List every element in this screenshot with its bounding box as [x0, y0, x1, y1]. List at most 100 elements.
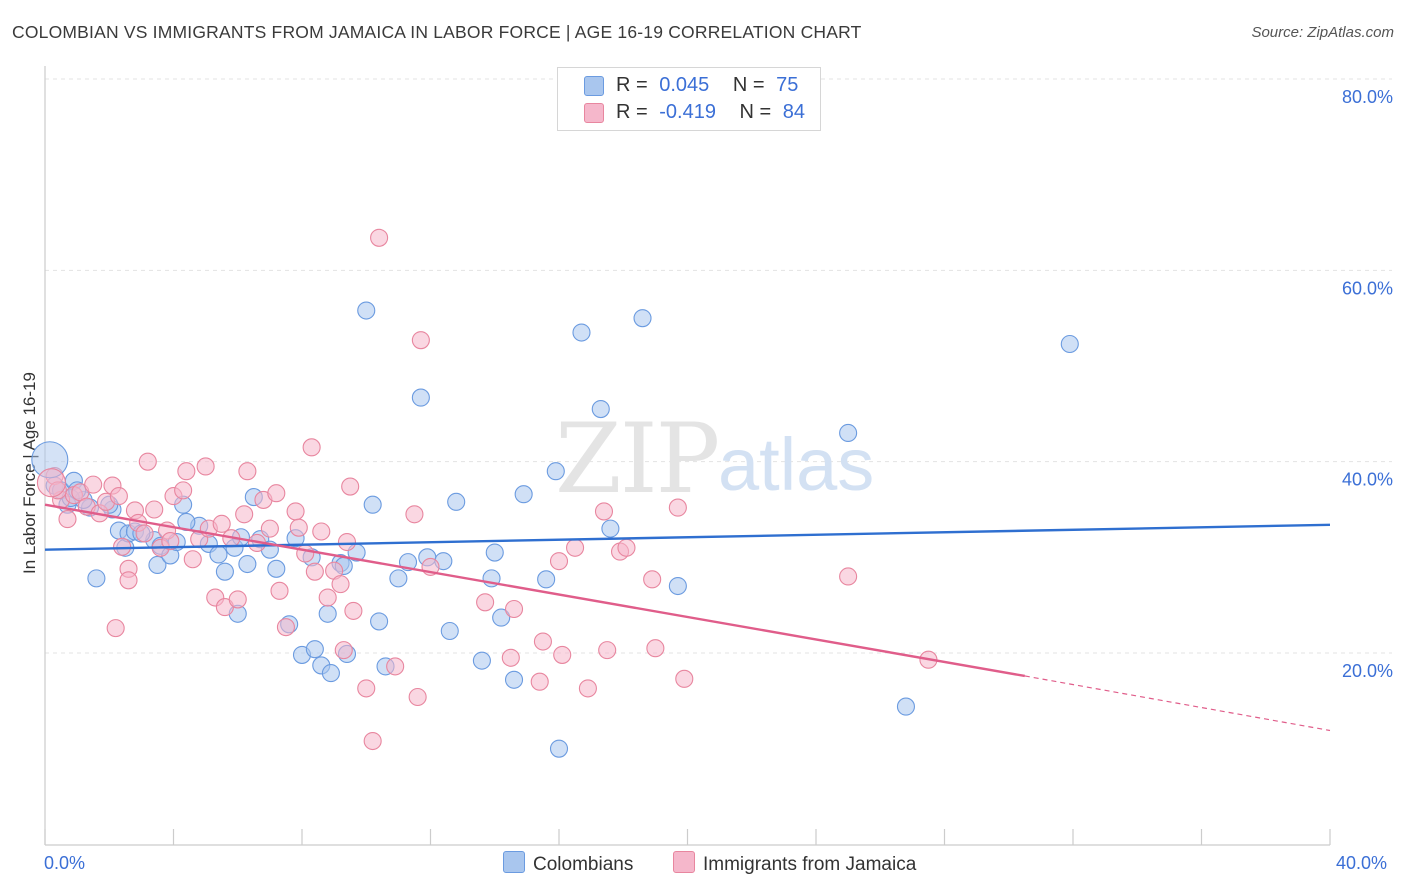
data-point [601, 519, 620, 538]
legend-swatch-blue [584, 76, 604, 96]
data-point [646, 639, 665, 658]
data-point [617, 538, 636, 557]
data-point [549, 739, 569, 758]
data-point [668, 498, 687, 517]
data-point [839, 567, 858, 586]
data-point [533, 632, 552, 651]
data-point [135, 524, 154, 543]
series-jamaica [45, 228, 938, 751]
data-point [238, 462, 257, 481]
data-point [119, 571, 138, 590]
data-point [58, 510, 77, 529]
y-tick-label: 20.0% [1342, 661, 1393, 681]
data-point [270, 581, 289, 600]
data-point [405, 505, 424, 524]
bottom-legend-label: Colombians [533, 854, 634, 875]
x-tick-label-max: 40.0% [1336, 853, 1388, 873]
data-point [440, 621, 459, 641]
legend-r-label: R = [616, 74, 648, 96]
x-tick-label-min: 0.0% [44, 853, 86, 873]
data-point [896, 697, 916, 716]
data-point [504, 599, 524, 619]
data-point [177, 462, 196, 481]
data-point [321, 664, 340, 683]
data-point [411, 331, 430, 350]
series-layer [31, 228, 1079, 758]
data-point [183, 550, 202, 569]
data-point [286, 502, 305, 521]
data-point [553, 645, 572, 664]
watermark-zip: ZIP [555, 403, 718, 515]
legend-r-label: R = [616, 101, 648, 123]
trend-line-jamaica [44, 503, 1026, 678]
data-point [370, 612, 389, 631]
data-point [546, 462, 565, 481]
data-point [411, 388, 430, 407]
data-point [84, 475, 103, 494]
data-point [276, 618, 295, 637]
data-point [408, 687, 427, 707]
trend-line-jamaica-extension [1024, 675, 1331, 732]
data-point [174, 481, 193, 500]
legend-r-value: -0.419 [659, 101, 716, 123]
data-point [357, 679, 376, 698]
data-point [514, 485, 533, 504]
data-point [302, 438, 321, 457]
data-point [363, 495, 382, 514]
data-point [318, 588, 337, 607]
data-point [357, 301, 376, 320]
legend-n-value: 84 [782, 101, 806, 123]
bottom-legend-jamaica: Immigrants from Jamaica [673, 851, 916, 876]
data-point [537, 570, 556, 589]
correlation-legend: R = 0.045 N = 75 R = -0.419 N = 84 [557, 67, 821, 131]
data-point [215, 562, 234, 581]
data-point [643, 570, 662, 589]
data-point [267, 559, 286, 578]
data-point [341, 477, 360, 496]
bottom-legend-swatch-pink [673, 851, 695, 873]
data-point [267, 484, 286, 503]
data-point [566, 538, 585, 557]
data-point [109, 487, 128, 506]
data-point [209, 545, 228, 564]
data-point [138, 452, 157, 471]
legend-n-value: 75 [776, 74, 799, 96]
data-point [312, 522, 331, 541]
data-point [87, 569, 106, 588]
data-point [212, 514, 231, 533]
data-point [1060, 334, 1079, 354]
data-point [235, 505, 254, 524]
data-point [331, 575, 350, 594]
data-point [305, 562, 324, 581]
data-point [238, 554, 257, 574]
chart-title: COLOMBIAN VS IMMIGRANTS FROM JAMAICA IN … [12, 22, 862, 42]
data-point [668, 576, 687, 596]
data-point [476, 593, 495, 612]
source-label: Source: ZipAtlas.com [1251, 24, 1394, 41]
data-point [572, 323, 591, 342]
data-point [260, 519, 279, 538]
data-point [228, 590, 247, 609]
data-point [492, 608, 511, 627]
data-point [334, 641, 353, 660]
y-tick-label: 80.0% [1342, 87, 1393, 107]
trend-line-colombians [44, 523, 1331, 551]
data-point [472, 651, 491, 670]
data-point [106, 619, 125, 638]
data-point [305, 640, 324, 659]
data-point [839, 423, 858, 443]
legend-n-label: N = [739, 101, 772, 123]
data-point [591, 399, 610, 419]
bottom-legend-swatch-blue [503, 851, 525, 873]
data-point [598, 641, 617, 660]
data-point [318, 604, 337, 623]
legend-swatch-pink [584, 103, 604, 123]
data-point [633, 309, 652, 328]
data-point [344, 601, 363, 620]
trend-layer [44, 503, 1331, 732]
data-point [549, 552, 569, 571]
data-point [675, 669, 694, 688]
data-point-large [36, 468, 66, 498]
data-point [161, 532, 180, 551]
y-tick-label: 60.0% [1342, 278, 1393, 298]
